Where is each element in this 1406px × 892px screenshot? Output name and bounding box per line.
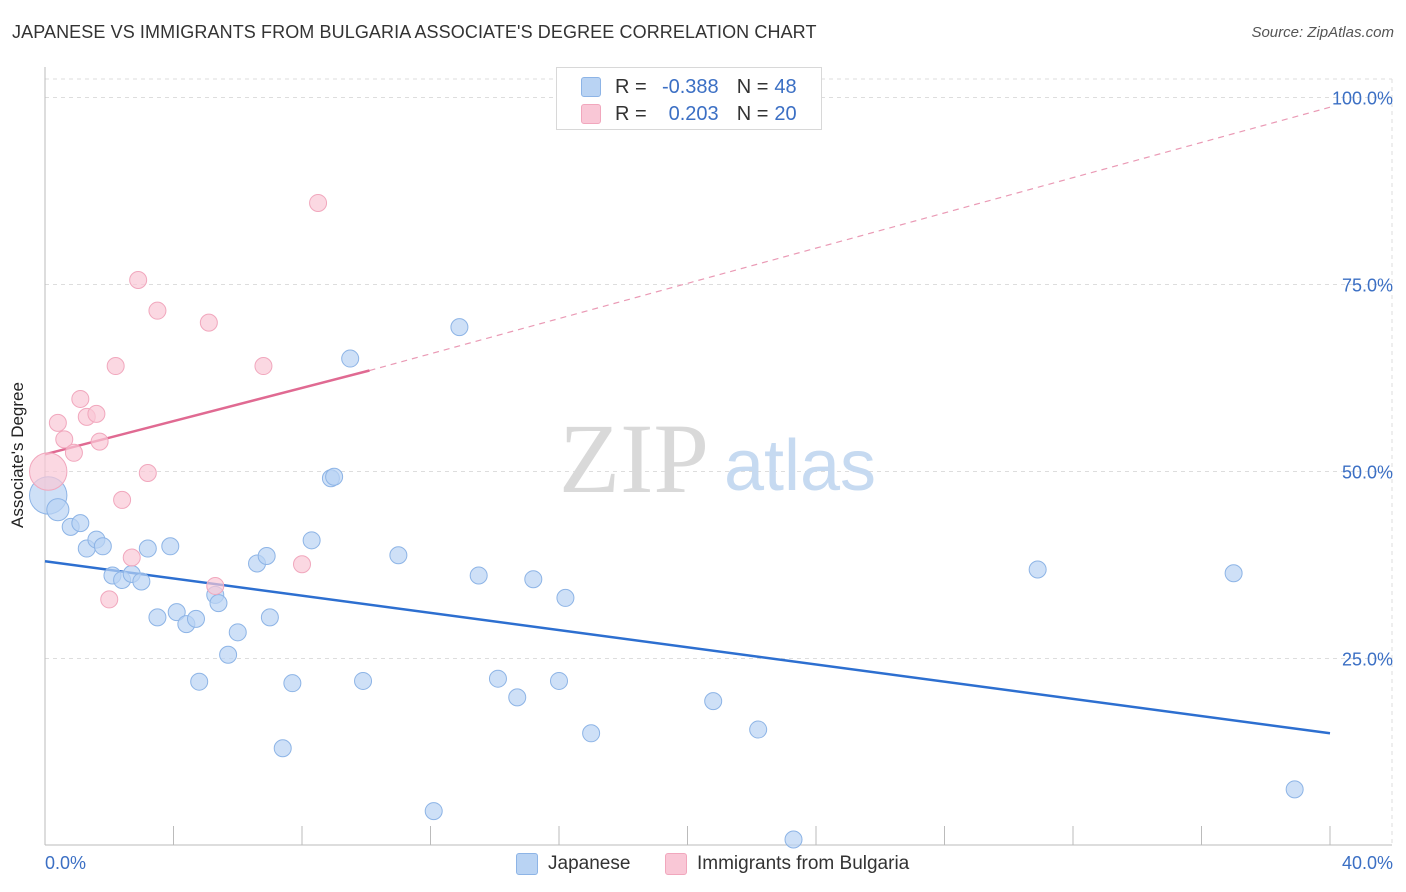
point-japanese xyxy=(46,498,70,522)
legend-r-label: R = xyxy=(615,102,647,125)
point-japanese xyxy=(524,570,543,589)
correlation-legend: R = -0.388 N = 48 R = 0.203 N = 20 xyxy=(556,67,822,130)
point-japanese xyxy=(260,608,279,627)
point-japanese xyxy=(132,572,151,591)
point-bulgaria xyxy=(113,490,132,509)
point-japanese xyxy=(71,514,90,533)
point-japanese xyxy=(341,349,360,368)
legend-row-bulgaria: R = 0.203 N = 20 xyxy=(581,102,797,126)
point-japanese xyxy=(469,566,488,585)
point-japanese xyxy=(257,547,276,566)
bottom-legend-swatch-japanese xyxy=(516,853,538,875)
point-japanese xyxy=(1028,560,1047,579)
point-japanese xyxy=(138,539,157,558)
point-bulgaria xyxy=(100,590,119,609)
source-credit: Source: ZipAtlas.com xyxy=(1251,24,1394,41)
y-tick-label: 75.0% xyxy=(1342,276,1393,296)
point-japanese xyxy=(325,467,344,486)
point-bulgaria xyxy=(87,404,106,423)
points-layer xyxy=(29,193,1304,849)
legend-swatch-bulgaria xyxy=(581,104,601,124)
grid-layer xyxy=(45,78,1393,845)
point-japanese xyxy=(550,671,568,690)
point-bulgaria xyxy=(55,430,74,449)
point-japanese xyxy=(424,802,443,821)
bottom-legend-bulgaria: Immigrants from Bulgaria xyxy=(665,852,909,876)
point-bulgaria xyxy=(122,548,141,567)
point-japanese xyxy=(228,623,247,642)
bottom-legend-japanese: Japanese xyxy=(516,852,630,876)
x-tick-label: 40.0% xyxy=(1342,853,1393,873)
point-japanese xyxy=(161,537,180,556)
point-japanese xyxy=(354,671,373,690)
point-bulgaria xyxy=(129,271,148,290)
trend-line-japanese xyxy=(44,560,1331,735)
point-japanese xyxy=(148,608,167,627)
point-japanese xyxy=(704,692,723,711)
bottom-legend-swatch-bulgaria xyxy=(665,853,687,875)
legend-n-label: N = xyxy=(736,102,769,125)
y-tick-label: 50.0% xyxy=(1342,463,1393,483)
point-japanese xyxy=(508,688,527,707)
point-bulgaria xyxy=(206,576,225,595)
point-bulgaria xyxy=(48,413,67,432)
axis-layer xyxy=(44,67,1392,846)
point-bulgaria xyxy=(29,452,68,491)
legend-row-japanese: R = -0.388 N = 48 xyxy=(581,75,797,99)
legend-swatch-japanese xyxy=(581,77,601,97)
point-japanese xyxy=(190,672,209,691)
legend-n-value: 48 xyxy=(774,75,797,98)
point-japanese xyxy=(219,645,238,664)
point-japanese xyxy=(582,724,601,743)
point-bulgaria xyxy=(254,357,273,376)
point-japanese xyxy=(389,546,408,565)
watermark-atlas: atlas xyxy=(724,426,876,506)
point-japanese xyxy=(209,594,228,613)
bottom-legend-label-bulgaria: Immigrants from Bulgaria xyxy=(697,853,910,874)
chart-title: JAPANESE VS IMMIGRANTS FROM BULGARIA ASS… xyxy=(12,22,817,42)
point-japanese xyxy=(283,674,302,693)
point-bulgaria xyxy=(199,313,218,332)
point-japanese xyxy=(186,609,205,628)
axis-label-layer: 25.0% 50.0% 75.0% 100.0% 0.0% 40.0% xyxy=(45,89,1393,874)
point-japanese xyxy=(450,318,469,337)
point-bulgaria xyxy=(138,463,157,482)
point-japanese xyxy=(556,588,575,607)
y-axis-label: Associate's Degree xyxy=(8,382,27,528)
y-tick-label: 25.0% xyxy=(1342,650,1393,670)
point-bulgaria xyxy=(71,389,90,408)
point-bulgaria xyxy=(293,555,311,574)
point-japanese xyxy=(93,537,112,556)
legend-n-value: 20 xyxy=(774,102,797,125)
point-japanese xyxy=(273,739,292,758)
point-japanese xyxy=(302,531,321,550)
x-tick-label: 0.0% xyxy=(45,853,86,873)
watermark: ZIP atlas xyxy=(559,403,876,514)
point-japanese xyxy=(1285,780,1304,799)
point-japanese xyxy=(488,669,507,688)
legend-r-label: R = xyxy=(615,75,647,98)
point-japanese xyxy=(167,603,186,622)
point-japanese xyxy=(1224,564,1243,583)
legend-r-value: 0.203 xyxy=(668,102,719,125)
point-japanese xyxy=(749,720,768,739)
point-japanese xyxy=(784,830,803,849)
y-tick-label: 100.0% xyxy=(1332,89,1393,109)
point-bulgaria xyxy=(90,432,109,451)
point-bulgaria xyxy=(106,357,125,376)
legend-n-label: N = xyxy=(736,75,769,98)
point-bulgaria xyxy=(309,193,328,212)
point-bulgaria xyxy=(64,443,83,462)
watermark-zip: ZIP xyxy=(559,403,709,514)
bottom-legend-label-japanese: Japanese xyxy=(548,853,631,874)
point-bulgaria xyxy=(148,301,167,320)
legend-r-value: -0.388 xyxy=(661,75,719,98)
trend-line-bulgaria-extension xyxy=(369,106,1331,372)
